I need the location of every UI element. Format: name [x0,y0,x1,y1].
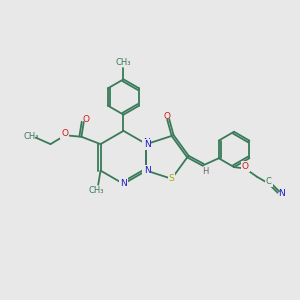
Text: N: N [120,179,127,188]
Text: O: O [82,115,90,124]
Text: N: N [144,140,150,148]
Text: CH₃: CH₃ [116,58,131,67]
Text: N: N [143,138,150,147]
Text: O: O [242,162,249,171]
Text: CH₃: CH₃ [89,185,104,194]
Text: CH₃: CH₃ [24,132,39,141]
Text: N: N [144,166,150,175]
Text: C: C [266,177,272,186]
Text: H: H [202,167,208,176]
Text: N: N [120,179,127,188]
Text: N: N [143,166,150,175]
Text: S: S [169,174,175,183]
Text: N: N [278,189,284,198]
Text: O: O [61,129,68,138]
Text: O: O [164,112,171,121]
